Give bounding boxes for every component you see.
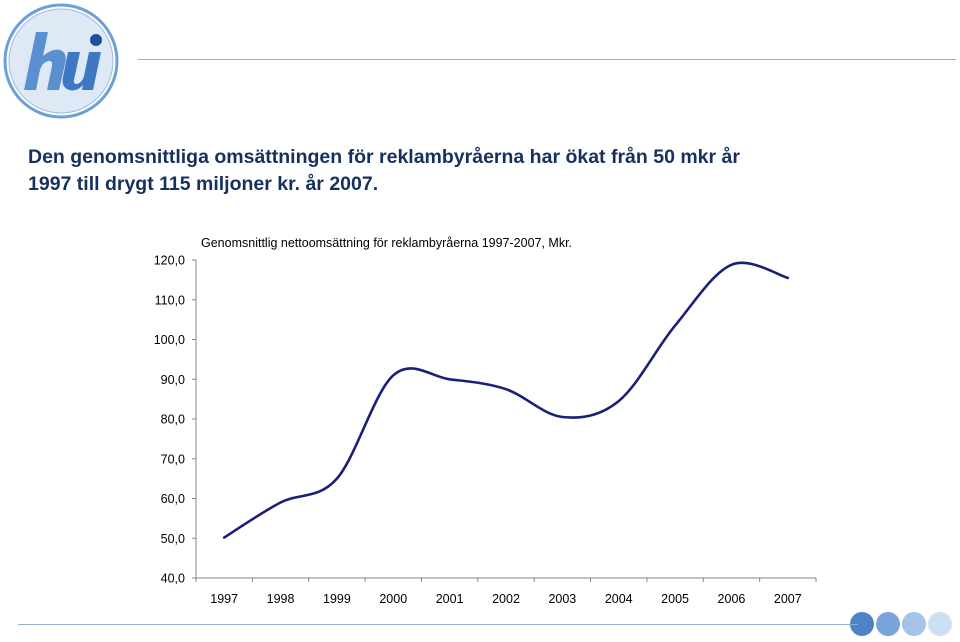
x-tick-label: 2003 [548,592,576,606]
headline-line-2: 1997 till drygt 115 miljoner kr. år 2007… [28,173,379,195]
chart-title: Genomsnittlig nettoomsättning för reklam… [201,236,572,250]
x-tick-labels: 1997 1998 1999 2000 2001 2002 2003 2004 2005 2006… [210,592,801,606]
header-divider [138,59,956,60]
x-tick-label: 1997 [210,592,238,606]
decorative-dots-icon [850,612,952,636]
chart-axes [192,259,817,582]
y-tick-label: 60,0 [161,492,185,506]
x-tick-label: 2004 [605,592,633,606]
x-tick-label: 2002 [492,592,520,606]
y-tick-label: 100,0 [154,333,185,347]
y-tick-label: 120,0 [154,254,185,268]
x-tick-label: 2000 [379,592,407,606]
x-tick-label: 2007 [774,592,802,606]
x-tick-label: 2005 [661,592,689,606]
y-tick-labels: 40,0 50,0 60,0 70,0 80,0 90,0 100,0 110,0 120,0 [154,254,185,586]
series-line-0 [222,261,790,539]
x-tick-label: 2001 [436,592,464,606]
x-tick-label: 1998 [267,592,295,606]
y-tick-label: 90,0 [161,373,185,387]
x-tick-label: 2006 [718,592,746,606]
y-tick-label: 70,0 [161,452,185,466]
footer-divider [18,624,858,625]
y-tick-label: 40,0 [161,572,185,586]
headline: Den genomsnittliga omsättningen för rekl… [28,144,848,198]
y-tick-label: 110,0 [155,293,185,307]
series-group [222,261,790,539]
headline-line-1: Den genomsnittliga omsättningen för rekl… [28,146,740,168]
y-tick-label: 80,0 [161,413,185,427]
y-tick-label: 50,0 [161,532,185,546]
hui-logo-icon [3,3,119,119]
x-tick-label: 1999 [323,592,351,606]
